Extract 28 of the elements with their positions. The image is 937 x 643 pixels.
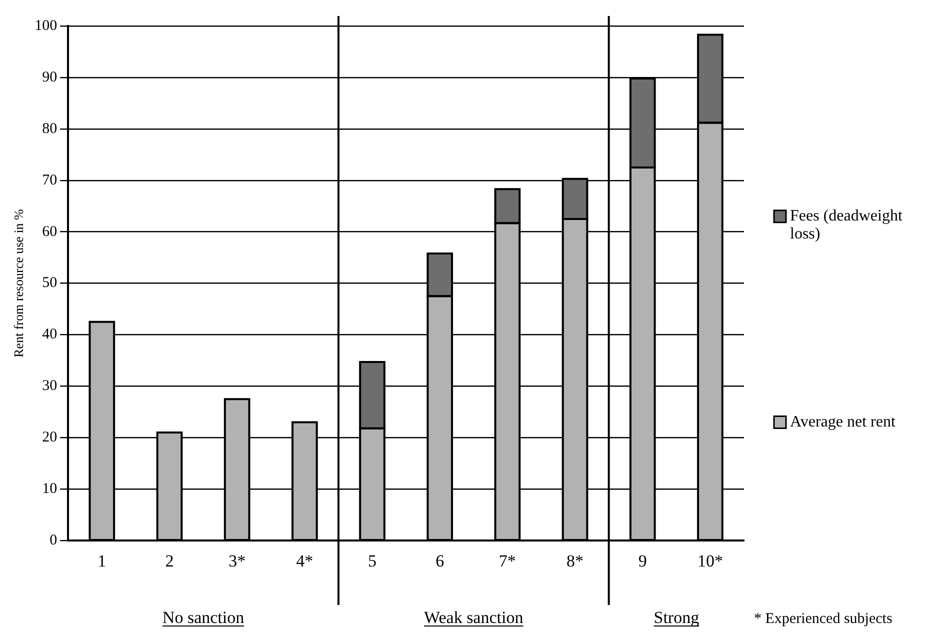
x-tick-label: 1	[98, 551, 106, 570]
x-tick-label: 8*	[566, 551, 584, 570]
y-tick-label: 40	[42, 326, 58, 343]
y-tick-label: 90	[42, 69, 58, 86]
x-tick-label: 4*	[296, 551, 314, 570]
y-tick-label: 100	[34, 18, 58, 34]
legend-label: Average net rent	[790, 413, 896, 430]
x-tick-label: 6	[436, 551, 444, 570]
text: Strong	[654, 608, 700, 627]
y-tick-label: 70	[42, 172, 58, 188]
y-tick-label: 30	[42, 378, 58, 394]
x-tick-label: 3*	[228, 551, 246, 570]
y-tick-label: 60	[42, 224, 58, 240]
legend-label: Fees (deadweight loss)	[790, 208, 903, 243]
x-tick-label: 5	[368, 551, 377, 570]
y-tick-label: 20	[42, 430, 58, 446]
x-tick-label: 2	[165, 551, 174, 570]
x-tick-label: 9	[638, 551, 647, 570]
text: No sanction	[162, 608, 245, 627]
x-tick-label: 7*	[498, 551, 516, 570]
y-tick-label: 10	[42, 481, 58, 498]
y-tick-label: 50	[42, 275, 58, 292]
text: * Experienced subjects	[754, 611, 892, 627]
y-axis-title: Rent from resource use in %	[11, 208, 26, 358]
text: Weak sanction	[424, 608, 524, 627]
y-tick-label: 0	[50, 532, 58, 549]
y-tick-label: 80	[42, 120, 58, 137]
x-tick-label: 10*	[697, 551, 723, 570]
